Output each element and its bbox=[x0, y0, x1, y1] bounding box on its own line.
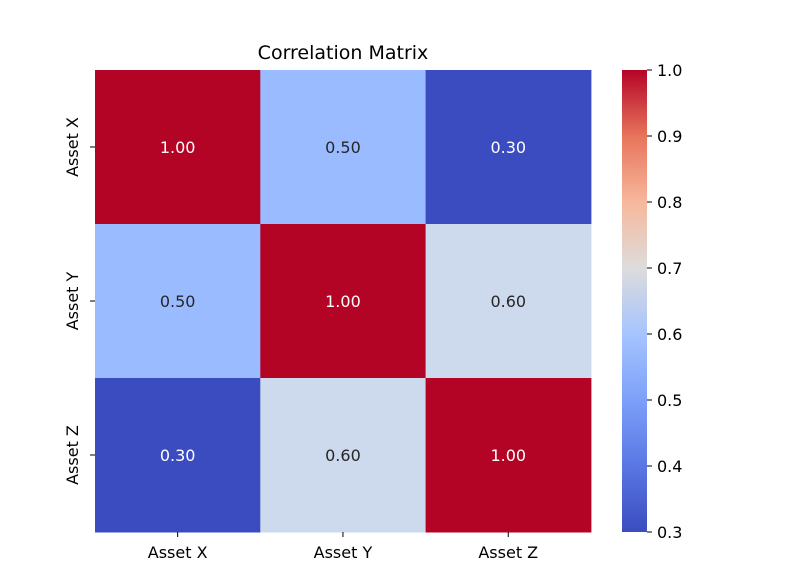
cell-annotation: 0.60 bbox=[490, 292, 526, 311]
y-axis: Asset X Asset Y Asset Z bbox=[63, 117, 95, 485]
x-tick-label: Asset Z bbox=[478, 543, 538, 562]
y-tick-label: Asset Z bbox=[63, 425, 82, 485]
cell-annotation: 1.00 bbox=[490, 446, 526, 465]
heatmap-cell bbox=[260, 224, 427, 379]
heatmap-cell bbox=[95, 70, 261, 225]
heatmap-cell bbox=[425, 70, 592, 225]
x-axis: Asset X Asset Y Asset Z bbox=[148, 532, 538, 562]
cell-annotation: 0.50 bbox=[160, 292, 196, 311]
heatmap-annotations: 1.00 0.50 0.30 0.50 1.00 0.60 0.30 0.60 1.00 bbox=[160, 138, 526, 465]
x-tick-label: Asset Y bbox=[314, 543, 373, 562]
cell-annotation: 0.60 bbox=[325, 446, 361, 465]
x-tick-label: Asset X bbox=[148, 543, 208, 562]
cell-annotation: 1.00 bbox=[160, 138, 196, 157]
heatmap-cell bbox=[95, 378, 261, 533]
cell-annotation: 0.30 bbox=[490, 138, 526, 157]
heatmap-cell bbox=[425, 378, 592, 533]
cell-annotation: 0.50 bbox=[325, 138, 361, 157]
heatmap-cell bbox=[260, 70, 427, 225]
colorbar-tick-label: 1.0 bbox=[657, 61, 682, 80]
heatmap-cells bbox=[95, 70, 592, 533]
colorbar-tick-label: 0.9 bbox=[657, 127, 682, 146]
chart-title: Correlation Matrix bbox=[258, 42, 429, 64]
colorbar bbox=[622, 70, 647, 532]
y-tick-label: Asset X bbox=[63, 117, 82, 177]
colorbar-axis: 0.3 0.4 0.5 0.6 0.7 0.8 0.9 1.0 bbox=[647, 61, 682, 542]
colorbar-tick-label: 0.5 bbox=[657, 391, 682, 410]
heatmap-cell bbox=[95, 224, 261, 379]
heatmap-cell bbox=[260, 378, 427, 533]
heatmap-cell bbox=[425, 224, 592, 379]
colorbar-tick-label: 0.4 bbox=[657, 457, 682, 476]
cell-annotation: 0.30 bbox=[160, 446, 196, 465]
colorbar-tick-label: 0.3 bbox=[657, 523, 682, 542]
colorbar-tick-label: 0.8 bbox=[657, 193, 682, 212]
y-tick-label: Asset Y bbox=[63, 271, 82, 330]
colorbar-tick-label: 0.7 bbox=[657, 259, 682, 278]
cell-annotation: 1.00 bbox=[325, 292, 361, 311]
colorbar-tick-label: 0.6 bbox=[657, 325, 682, 344]
